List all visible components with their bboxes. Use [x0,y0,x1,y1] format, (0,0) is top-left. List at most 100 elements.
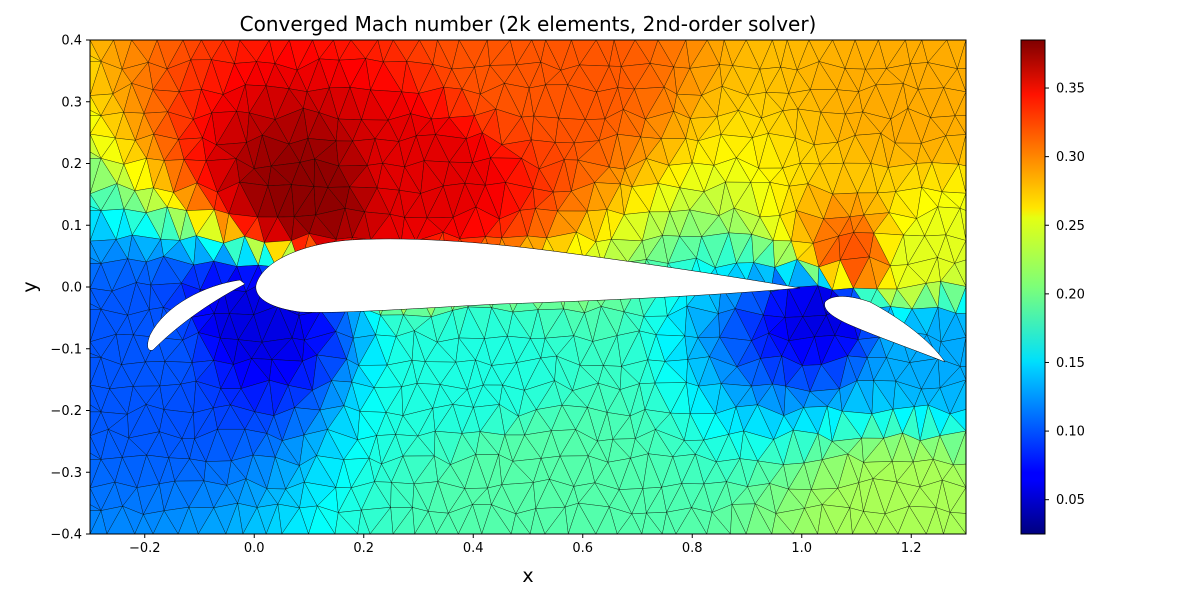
mesh-cell [90,404,102,413]
mesh-cell [106,505,135,534]
mesh-cell [897,505,927,534]
mesh-cell [90,110,102,116]
mesh-cell [90,55,102,62]
mesh-cell [90,510,102,534]
airfoil-main-element [255,238,801,313]
mesh-cell [511,513,531,534]
mesh-cell [957,40,966,69]
mesh-cell [308,505,336,534]
mesh-cell [265,504,282,534]
mesh-cell [90,459,102,489]
mesh-cell [959,336,966,367]
mesh-cell [955,285,966,314]
mesh-cell [943,511,966,534]
mesh-cell [281,507,309,534]
mesh-cell [90,40,102,62]
mesh-cell [817,503,837,534]
x-tick-label: 0.8 [682,541,703,556]
mesh-cell [414,510,437,534]
mesh-cell [392,506,415,534]
mesh-cell [90,263,102,289]
mesh-cell [334,512,358,534]
mesh-cell [706,511,731,534]
mesh-cell [544,506,569,534]
mesh-cell [90,205,102,211]
mesh-cell [458,503,482,534]
y-tick-label: 0.1 [61,219,82,234]
mesh-cell [90,487,102,512]
mesh-cell [90,303,102,310]
mesh-cell [771,513,794,534]
x-tick-label: 0.2 [353,541,374,556]
mesh-cell [90,341,91,343]
mesh-cell [675,507,707,534]
y-tick-label: 0.2 [61,157,82,172]
mesh-cell [662,511,677,534]
colorbar-ticks: 0.05 0.10 0.15 0.20 0.25 0.30 0.35 [1045,82,1085,508]
mesh-cell [852,510,877,534]
y-tick-label: 0.4 [61,34,82,49]
colorbar-tick-label: 0.20 [1056,287,1085,302]
mesh-cell [529,507,546,534]
mesh-cell [568,502,597,534]
airfoil-flap-element [824,296,946,363]
y-tick-label: 0.3 [61,95,82,110]
mesh-cell [436,512,459,534]
y-tick-label: −0.3 [50,466,82,481]
mesh-cell [90,133,102,159]
plot-area [89,39,967,535]
y-axis: 0.4 0.3 0.2 0.1 0.0 −0.1 −0.2 −0.3 −0.4 [50,34,90,543]
airfoil-slat-element [147,279,246,351]
mesh-cell [926,506,944,534]
mesh-cell [730,504,747,534]
mesh-cell [177,506,199,534]
mesh-cell [152,510,179,534]
mesh-cell [836,507,853,534]
mesh-cell [90,95,91,96]
mesh-cell [90,257,102,264]
colorbar-tick-label: 0.10 [1056,425,1085,440]
y-tick-label: 0.0 [61,281,82,296]
mesh-cell [90,133,91,135]
colorbar-tick-label: 0.25 [1056,219,1085,234]
x-axis-label: x [522,565,533,587]
mesh-cell [198,507,227,534]
y-tick-label: −0.4 [50,528,82,543]
x-tick-label: −0.2 [129,541,161,556]
mesh-cell [745,503,773,534]
mesh-cell [369,506,394,534]
x-tick-label: 0.4 [463,541,484,556]
mesh-cell [481,504,512,534]
mesh-cell [90,435,102,460]
mesh-cell [959,192,966,211]
colorbar-tick-label: 0.35 [1056,82,1085,97]
mesh-cell [875,513,899,534]
x-tick-label: 0.0 [244,541,265,556]
y-tick-label: −0.1 [50,342,82,357]
mesh-cell [90,353,102,358]
mesh-cell [90,95,102,117]
x-tick-label: 1.2 [901,541,922,556]
mesh-cell [90,309,102,343]
mesh-cell [225,502,244,534]
colorbar: 0.05 0.10 0.15 0.20 0.25 0.30 0.35 [1020,39,1085,535]
y-axis-label: y [19,281,41,292]
colorbar-tick-label: 0.05 [1056,493,1085,508]
mesh-cell [90,158,102,195]
mesh-cell [90,151,102,159]
mesh-cell [90,357,102,386]
mesh-cell [90,287,102,310]
mesh-cell [90,240,102,264]
mesh-cell [242,506,267,534]
colorbar-tick-label: 0.15 [1056,356,1085,371]
mach-field-mesh [90,40,966,534]
mesh-cell [90,61,102,96]
mesh-cell [357,509,371,534]
mesh-cell [90,384,91,386]
mesh-cell [90,384,102,413]
x-tick-label: 0.6 [572,541,593,556]
y-tick-label: −0.2 [50,404,82,419]
mesh-cell [90,341,102,358]
mesh-cell [134,513,154,534]
